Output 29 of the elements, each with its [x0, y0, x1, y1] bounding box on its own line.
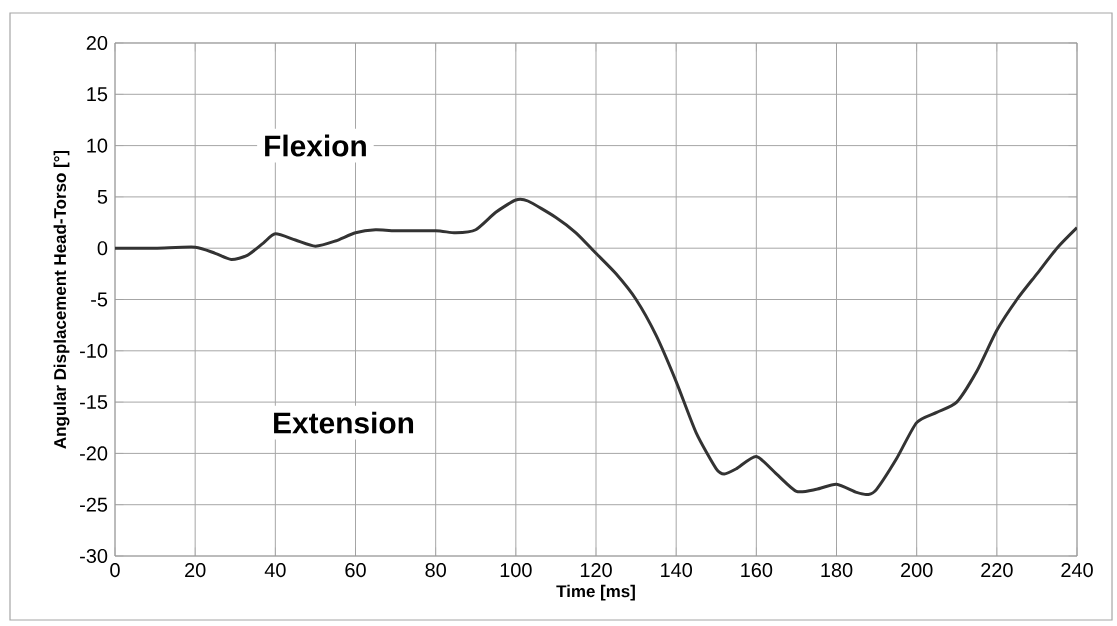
x-tick-label: 120: [580, 563, 612, 578]
y-tick-label: -10: [80, 343, 108, 358]
x-tick-label: 20: [185, 563, 206, 578]
y-tick-label: -25: [80, 497, 108, 512]
annotation: Flexion: [265, 134, 366, 157]
y-tick-label: 20: [86, 35, 108, 51]
y-tick-label: 10: [87, 138, 108, 153]
y-tick-label: 5: [97, 189, 108, 204]
x-tick-label: 0: [110, 563, 120, 578]
y-tick-label: -5: [91, 292, 108, 307]
x-tick-label: 180: [821, 563, 853, 578]
x-tick-label: 100: [500, 563, 532, 578]
annotation: Extension: [274, 411, 414, 434]
x-tick-label: 140: [661, 563, 693, 578]
y-tick-label: -15: [80, 395, 108, 410]
x-tick-label: 240: [1061, 563, 1093, 578]
x-tick-label: 40: [264, 563, 286, 578]
y-axis-title: Angular Displacement Head-Torso [°]: [53, 150, 70, 449]
x-tick-label: 160: [741, 563, 773, 578]
y-tick-label: 15: [87, 87, 108, 102]
line-series: [115, 198, 1078, 496]
x-tick-label: 60: [345, 563, 366, 578]
y-tick-label: -30: [80, 548, 108, 564]
y-tick-label: -20: [80, 446, 108, 461]
y-tick-label: 0: [97, 241, 108, 256]
x-tick-label: 80: [425, 563, 446, 578]
x-tick-label: 220: [981, 563, 1013, 578]
x-tick-label: 200: [901, 563, 933, 578]
x-axis-title: Time [ms]: [556, 584, 635, 601]
